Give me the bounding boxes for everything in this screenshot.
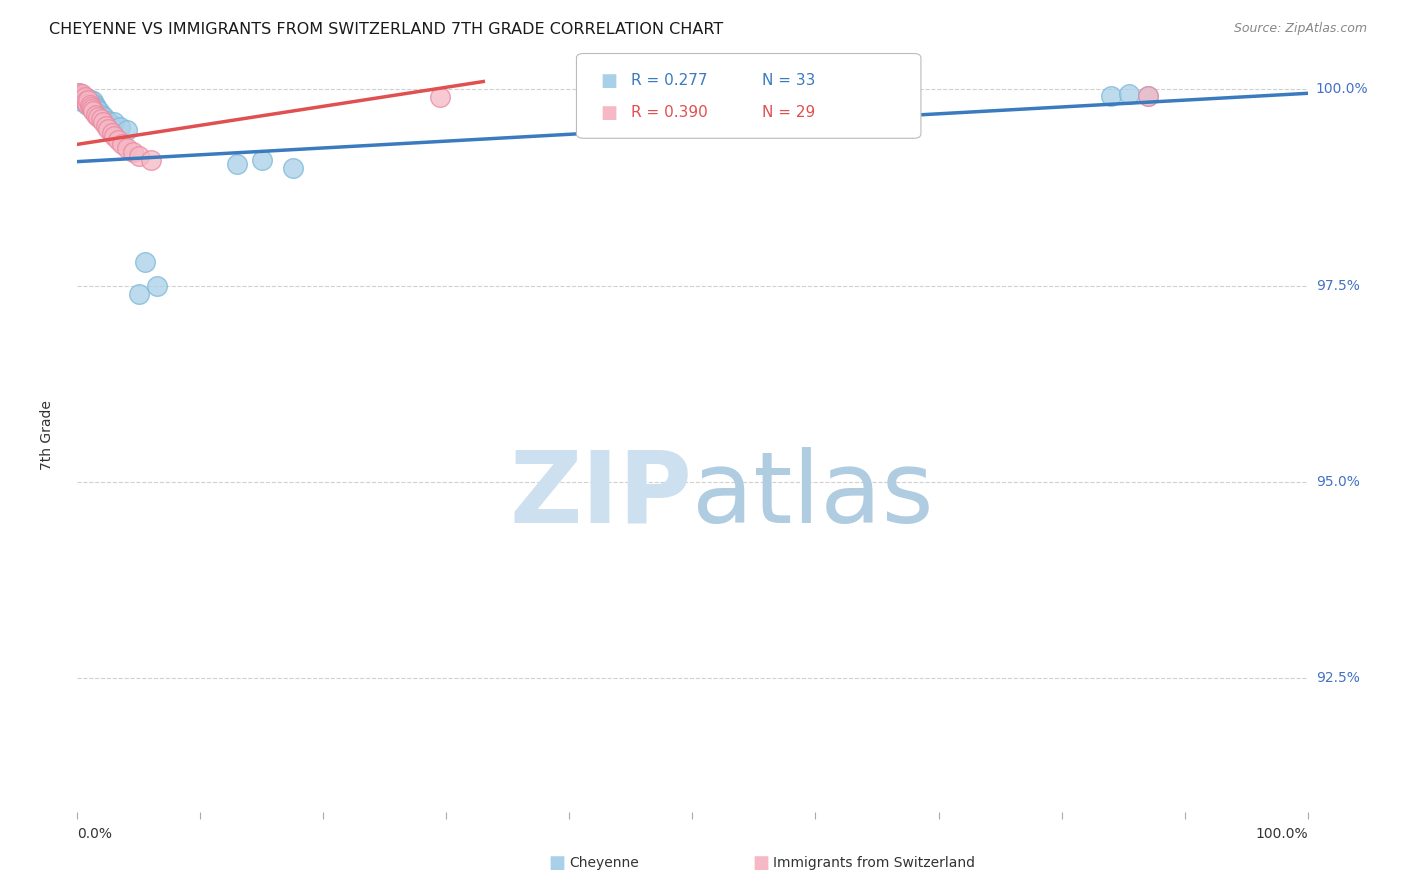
Text: ■: ■ xyxy=(600,71,617,90)
Point xyxy=(128,286,150,301)
Point xyxy=(89,104,111,119)
Point xyxy=(110,120,132,134)
Point xyxy=(75,94,97,108)
Point xyxy=(73,90,96,104)
Point xyxy=(1136,88,1159,103)
Point xyxy=(70,88,93,103)
Point xyxy=(1118,87,1140,101)
Point xyxy=(76,96,98,111)
Point xyxy=(93,110,115,124)
Point xyxy=(103,115,125,129)
Point xyxy=(281,161,304,175)
Point xyxy=(73,90,96,104)
Point xyxy=(101,118,124,132)
Text: Cheyenne: Cheyenne xyxy=(569,856,640,871)
Point xyxy=(70,87,93,101)
Point xyxy=(67,87,90,101)
Text: ■: ■ xyxy=(752,855,769,872)
Point xyxy=(107,133,129,147)
Text: 95.0%: 95.0% xyxy=(1316,475,1360,489)
Text: R = 0.277: R = 0.277 xyxy=(631,73,707,88)
Point xyxy=(76,98,98,112)
Point xyxy=(70,90,93,104)
Point xyxy=(79,96,101,111)
Point xyxy=(115,123,138,137)
Point xyxy=(111,137,132,152)
Text: 7th Grade: 7th Grade xyxy=(39,400,53,470)
Text: Source: ZipAtlas.com: Source: ZipAtlas.com xyxy=(1233,22,1367,36)
Point xyxy=(82,95,104,110)
Text: ■: ■ xyxy=(548,855,565,872)
Point xyxy=(77,92,100,106)
Text: N = 29: N = 29 xyxy=(762,105,815,120)
Point xyxy=(121,145,143,160)
Text: atlas: atlas xyxy=(693,447,934,543)
Point xyxy=(429,90,451,104)
Point xyxy=(91,115,114,129)
Point xyxy=(70,94,93,108)
Text: 100.0%: 100.0% xyxy=(1316,82,1368,96)
Point xyxy=(69,88,91,103)
Point xyxy=(128,149,150,163)
Point xyxy=(84,107,107,121)
Point xyxy=(90,107,114,121)
Point xyxy=(87,110,110,124)
Point xyxy=(75,94,97,108)
Point xyxy=(103,129,125,144)
Text: Immigrants from Switzerland: Immigrants from Switzerland xyxy=(773,856,976,871)
Point xyxy=(90,112,112,127)
Text: 0.0%: 0.0% xyxy=(77,827,112,841)
Text: ■: ■ xyxy=(600,103,617,121)
Point xyxy=(80,100,103,114)
Point xyxy=(84,100,107,114)
Text: 100.0%: 100.0% xyxy=(1256,827,1308,841)
Text: 92.5%: 92.5% xyxy=(1316,672,1360,685)
Point xyxy=(97,113,120,128)
Point xyxy=(141,153,163,167)
Point xyxy=(69,90,91,104)
Point xyxy=(72,92,94,106)
Point xyxy=(82,104,104,119)
Point xyxy=(79,98,101,112)
Point xyxy=(77,94,100,108)
Point xyxy=(86,102,108,116)
Text: R = 0.390: R = 0.390 xyxy=(631,105,709,120)
Point xyxy=(97,121,120,136)
Point xyxy=(250,153,273,167)
Point xyxy=(82,102,104,116)
Point xyxy=(80,94,103,108)
Point xyxy=(1136,88,1159,103)
Text: 97.5%: 97.5% xyxy=(1316,278,1360,293)
Point xyxy=(83,98,105,112)
Point xyxy=(94,119,117,133)
Point xyxy=(67,86,90,100)
Point xyxy=(87,106,110,120)
Point xyxy=(115,141,138,155)
Point xyxy=(82,94,104,108)
Point xyxy=(72,92,94,106)
Point xyxy=(146,278,169,293)
Point xyxy=(134,255,156,269)
Point xyxy=(226,157,249,171)
Text: CHEYENNE VS IMMIGRANTS FROM SWITZERLAND 7TH GRADE CORRELATION CHART: CHEYENNE VS IMMIGRANTS FROM SWITZERLAND … xyxy=(49,22,724,37)
Point xyxy=(1099,88,1122,103)
Point xyxy=(101,126,124,140)
Text: N = 33: N = 33 xyxy=(762,73,815,88)
Text: ZIP: ZIP xyxy=(509,447,693,543)
